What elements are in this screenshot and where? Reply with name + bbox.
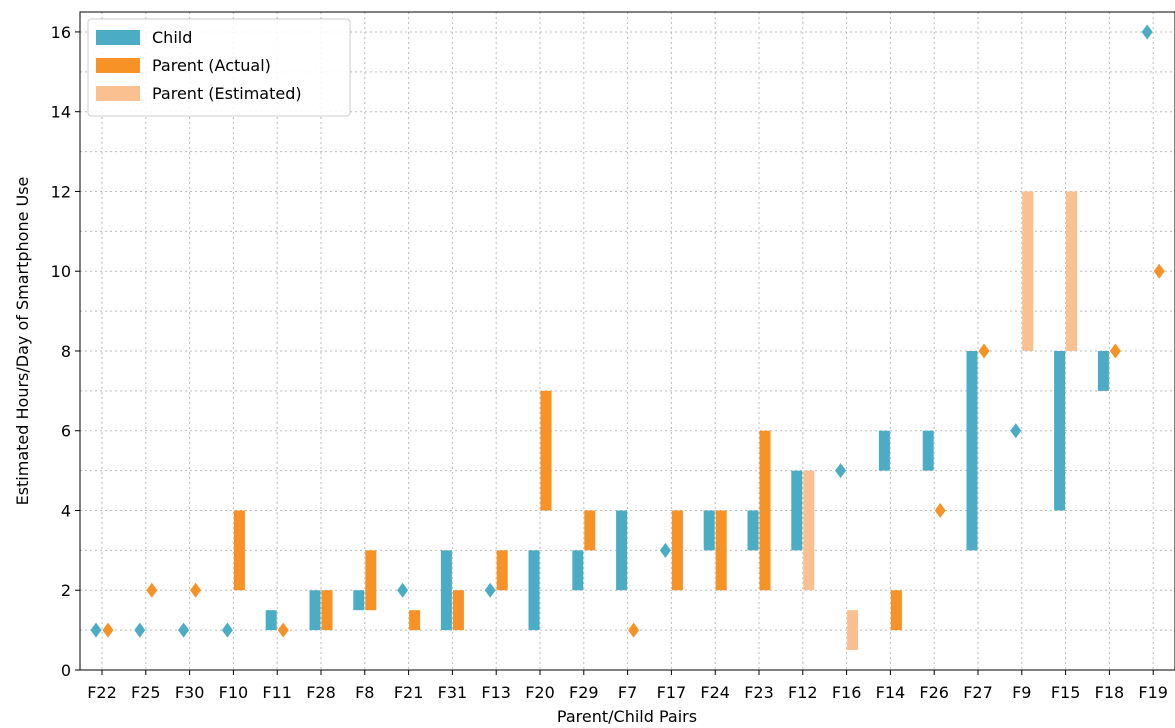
y-tick-label: 0 [61, 661, 71, 680]
axis-ticks: 0 2 4 6 8 10 12 14 16 F22 F25 F30 F10 F11 F28 F8 F21 F31 F… [51, 23, 1168, 702]
x-tick-label: F15 [1051, 683, 1081, 702]
x-tick-label: F18 [1095, 683, 1125, 702]
x-tick-label: F28 [306, 683, 336, 702]
child-f9-marker [1010, 423, 1022, 439]
x-tick-label: F9 [1012, 683, 1031, 702]
x-tick-label: F20 [525, 683, 555, 702]
child-f29-bar [572, 550, 584, 591]
y-tick-label: 12 [51, 182, 71, 201]
child-f12-bar [791, 470, 803, 551]
parent-f7-marker [628, 622, 640, 638]
legend-swatch-parent-actual [96, 58, 140, 73]
parent-f21-bar [409, 610, 421, 631]
child-f15-bar [1054, 350, 1066, 511]
x-tick-label: F23 [744, 683, 774, 702]
legend-swatch-child [96, 30, 140, 45]
x-tick-label: F10 [219, 683, 249, 702]
legend-label-parent-estimated: Parent (Estimated) [152, 84, 302, 103]
x-tick-label: F14 [876, 683, 906, 702]
child-f27-bar [966, 350, 978, 551]
parent-f14-bar [890, 590, 902, 631]
parent-f13-bar [496, 550, 508, 591]
y-tick-label: 8 [61, 342, 71, 361]
child-f26-bar [922, 430, 934, 471]
legend-box [87, 18, 351, 117]
parent-f28-bar [321, 590, 333, 631]
parent-f8-bar [365, 550, 377, 611]
y-tick-label: 10 [51, 262, 71, 281]
x-tick-label: F27 [963, 683, 993, 702]
child-f11-bar [265, 610, 277, 631]
x-tick-label: F7 [618, 683, 637, 702]
child-f8-bar [353, 590, 365, 611]
parent-f9-bar [1022, 191, 1034, 351]
parent-f11-marker [277, 622, 289, 638]
chart-marks [90, 24, 1165, 651]
child-f13-marker [484, 582, 496, 598]
y-tick-label: 4 [61, 501, 71, 520]
y-tick-label: 16 [51, 23, 71, 42]
child-f31-bar [440, 550, 452, 631]
child-f17-marker [659, 542, 671, 558]
child-f7-bar [616, 510, 628, 591]
y-tick-label: 14 [51, 103, 71, 122]
parent-f31-bar [452, 590, 464, 631]
parent-f24-bar [715, 510, 727, 591]
parent-f22-marker [102, 622, 114, 638]
child-f10-marker [221, 622, 233, 638]
child-f21-marker [397, 582, 409, 598]
x-tick-label: F16 [832, 683, 862, 702]
x-tick-label: F26 [919, 683, 949, 702]
parent-f12-bar [803, 470, 815, 591]
x-tick-label: F11 [262, 683, 292, 702]
x-tick-label: F8 [355, 683, 374, 702]
child-f16-marker [835, 463, 847, 479]
x-tick-label: F21 [394, 683, 424, 702]
x-tick-label: F13 [481, 683, 511, 702]
parent-f29-bar [584, 510, 596, 551]
parent-f17-bar [671, 510, 683, 591]
parent-f27-marker [978, 343, 990, 359]
parent-f23-bar [759, 430, 771, 591]
x-axis-label: Parent/Child Pairs [557, 707, 697, 726]
parent-f15-bar [1066, 191, 1078, 351]
child-f20-bar [528, 550, 540, 631]
x-tick-label: F29 [569, 683, 599, 702]
parent-f25-marker [146, 582, 158, 598]
legend-label-parent-actual: Parent (Actual) [152, 56, 271, 75]
x-tick-label: F31 [438, 683, 468, 702]
child-f22-marker [90, 622, 102, 638]
child-f24-bar [703, 510, 715, 551]
parent-f30-marker [190, 582, 202, 598]
parent-f10-bar [233, 510, 245, 591]
x-tick-label: F22 [87, 683, 117, 702]
legend: Child Parent (Actual) Parent (Estimated) [87, 18, 351, 117]
x-tick-label: F24 [700, 683, 730, 702]
child-f18-bar [1097, 350, 1109, 391]
x-tick-label: F19 [1138, 683, 1168, 702]
x-tick-label: F17 [657, 683, 687, 702]
parent-f18-marker [1109, 343, 1121, 359]
child-f25-marker [134, 622, 146, 638]
y-axis-label: Estimated Hours/Day of Smartphone Use [13, 177, 32, 506]
parent-f19-marker [1153, 263, 1165, 279]
parent-f20-bar [540, 390, 552, 511]
x-tick-label: F25 [131, 683, 161, 702]
x-tick-label: F30 [175, 683, 205, 702]
legend-swatch-parent-estimated [96, 86, 140, 101]
child-f14-bar [878, 430, 890, 471]
parent-f16-bar [847, 610, 859, 651]
child-f23-bar [747, 510, 759, 551]
child-f28-bar [309, 590, 321, 631]
child-f30-marker [178, 622, 190, 638]
legend-label-child: Child [152, 28, 192, 47]
parent-f26-marker [934, 502, 946, 518]
y-tick-label: 6 [61, 422, 71, 441]
y-tick-label: 2 [61, 581, 71, 600]
x-tick-label: F12 [788, 683, 818, 702]
child-f19-marker [1141, 24, 1153, 40]
